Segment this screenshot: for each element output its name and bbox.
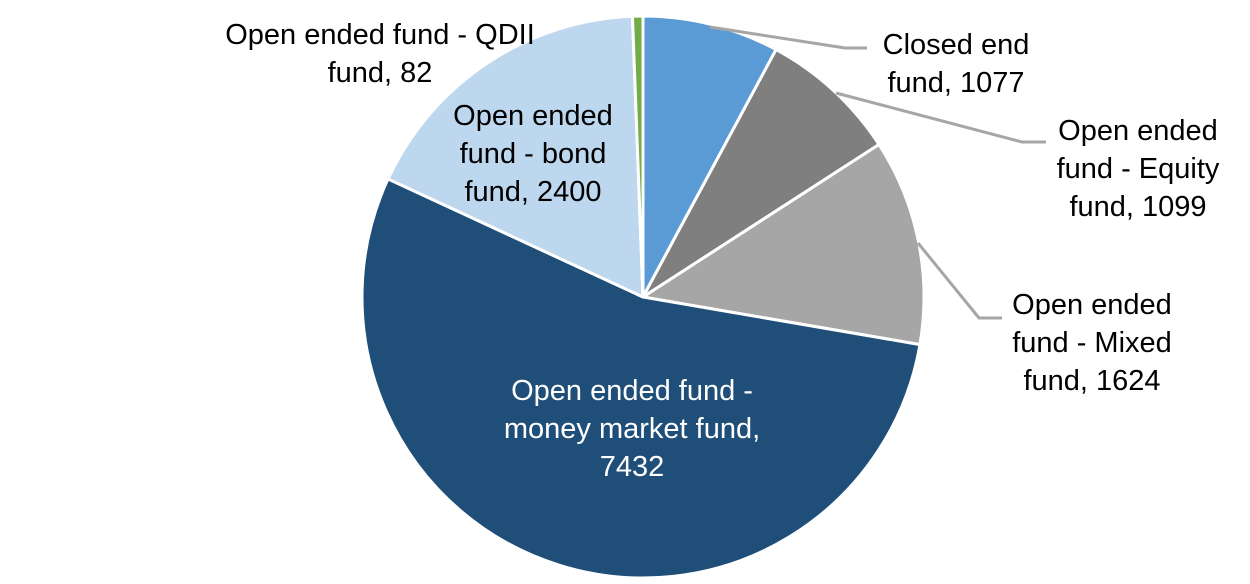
pie-slice-closed-end-fund (641, 14, 778, 299)
pie-slice-open-ended-fund-bond-fund (386, 14, 645, 299)
pie-slice-open-ended-fund-qdii-fund (630, 14, 645, 299)
pie-slice-open-ended-fund-money-market-fund (360, 177, 922, 580)
leader-line-open-ended-fund-mixed-fund (916, 242, 1002, 320)
leader-line-open-ended-fund-equity-fund (835, 91, 1046, 144)
pie-slice-open-ended-fund-equity-fund (641, 48, 881, 299)
pie-slice-open-ended-fund-mixed-fund (641, 142, 926, 347)
leader-line-closed-end-fund (709, 25, 867, 50)
